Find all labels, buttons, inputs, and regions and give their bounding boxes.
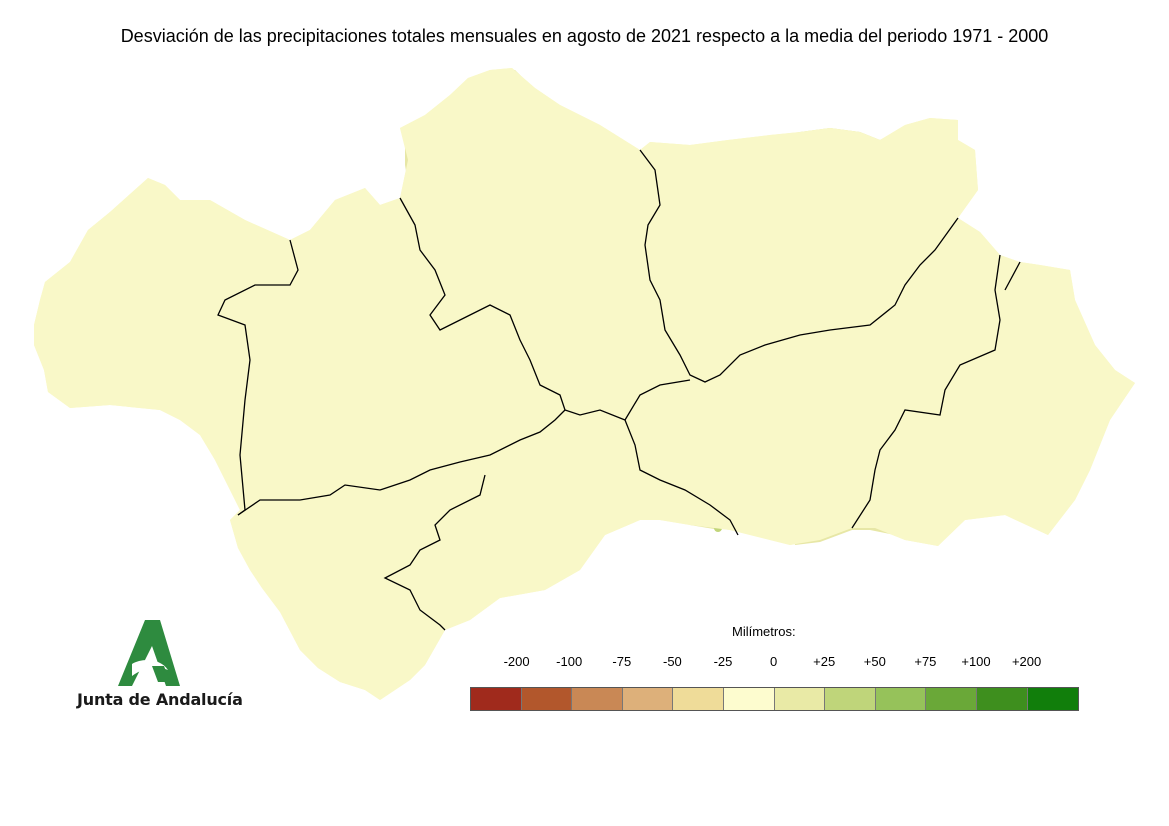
legend-label: -25 [713,654,733,669]
legend-swatch [521,688,573,710]
legend-label: +50 [863,654,886,669]
legend-label: 0 [769,654,778,669]
legend-swatch [976,688,1028,710]
legend-labels: -200 -100 -75 -50 -25 0 +25 +50 +75 +100 +200 [470,654,1080,670]
legend-label: +75 [914,654,937,669]
logo-text: Junta de Andalucía [77,690,243,709]
legend-swatch [875,688,927,710]
legend-swatch [572,688,623,710]
legend-label: -100 [556,654,583,669]
legend-swatch [926,688,977,710]
legend-swatch [673,688,724,710]
legend-label: -75 [612,654,632,669]
legend-swatch [471,688,522,710]
legend-label: -200 [503,654,530,669]
junta-andalucia-logo-icon [118,620,180,686]
legend-swatch [825,688,876,710]
legend-swatch [723,688,775,710]
province-boundaries [217,149,1021,631]
legend-swatch [774,688,826,710]
legend-swatch [622,688,674,710]
legend-label: +100 [961,654,991,669]
legend-color-bar [470,687,1080,711]
legend-label: -50 [662,654,682,669]
legend-title: Milímetros: [732,624,796,639]
legend-label: +25 [813,654,836,669]
legend-swatch [1027,688,1079,710]
map-title: Desviación de las precipitaciones totale… [120,26,1049,46]
legend-label: +200 [1011,654,1042,669]
